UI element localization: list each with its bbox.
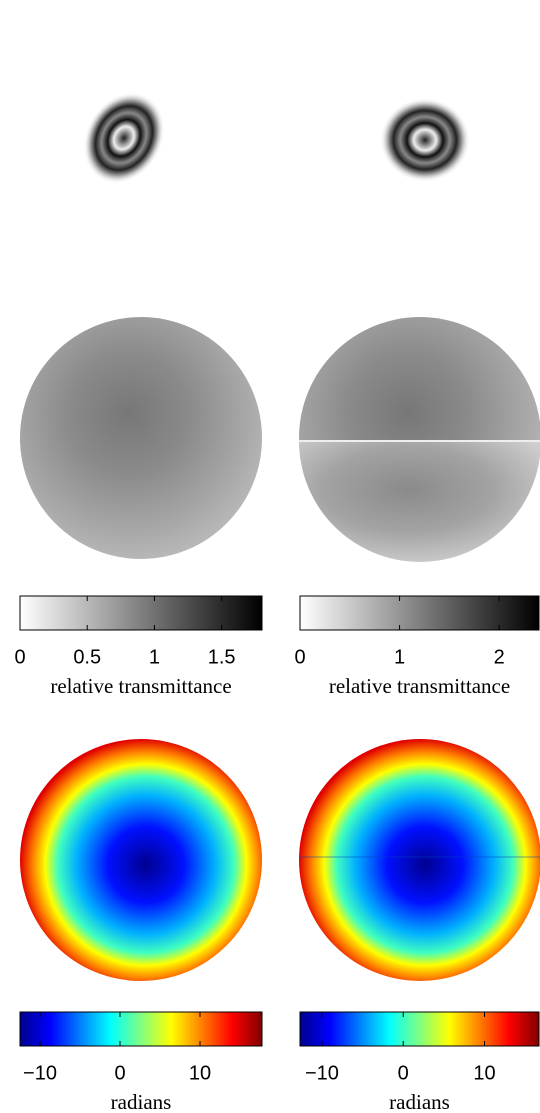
colorbar [299, 1011, 540, 1047]
tick-label: 2 [494, 646, 505, 668]
tick-label: 10 [189, 1062, 211, 1084]
tick-label: 10 [473, 1062, 495, 1084]
colorbar-label: radians [111, 1090, 172, 1113]
tick-label: 1 [394, 646, 405, 668]
tick-label: 0 [398, 1062, 409, 1084]
tick-label: 0 [294, 646, 305, 668]
tick-label: 0 [14, 646, 25, 668]
diffraction-pattern [83, 92, 165, 184]
colorbar [19, 1011, 263, 1047]
phase-image [20, 739, 262, 981]
tick-label: 0 [114, 1062, 125, 1084]
colorbar [299, 595, 540, 631]
diffraction-pattern [380, 98, 470, 182]
tick-label: 1 [149, 646, 160, 668]
transmittance-image [20, 317, 262, 559]
colorbar-label: relative transmittance [50, 674, 231, 698]
phase-image [299, 739, 540, 981]
transmittance-image [299, 441, 540, 562]
colorbar-label: radians [389, 1090, 450, 1113]
tick-label: 0.5 [73, 646, 101, 668]
tick-label: 1.5 [208, 646, 236, 668]
tick-label: −10 [23, 1062, 57, 1084]
colorbar-label: relative transmittance [329, 674, 510, 698]
tick-label: −10 [305, 1062, 339, 1084]
colorbar [19, 595, 263, 631]
